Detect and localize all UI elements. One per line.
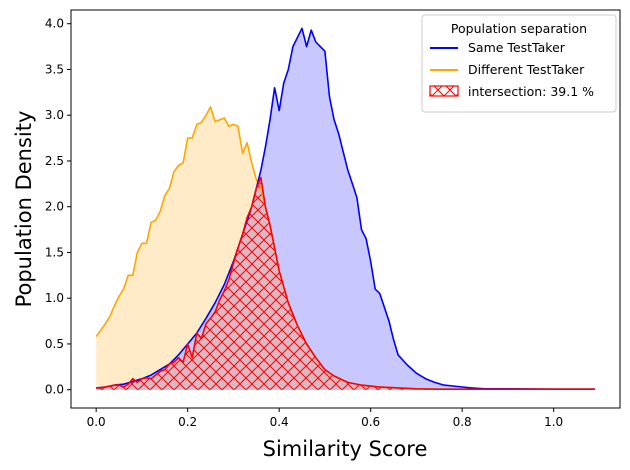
y-tick-label: 3.5 — [45, 62, 64, 76]
y-tick-label: 3.0 — [45, 108, 64, 122]
y-tick-label: 0.5 — [45, 337, 64, 351]
x-tick-label: 0.8 — [453, 415, 472, 429]
legend-box — [421, 14, 617, 113]
legend-label-same-testtaker: Same TestTaker — [468, 40, 566, 55]
y-tick-label: 1.5 — [45, 245, 64, 259]
y-tick-label: 2.0 — [45, 200, 64, 214]
x-tick-label: 0.0 — [87, 415, 106, 429]
legend-swatch-intersection — [429, 85, 459, 97]
line-intersection-39-1 — [96, 176, 595, 390]
x-tick-label: 0.4 — [270, 415, 289, 429]
plot-lines — [95, 27, 595, 390]
x-axis-ticks: 0.0 0.2 0.4 0.6 0.8 1.0 — [87, 408, 563, 429]
legend-label-intersection: intersection: 39.1 % — [468, 84, 594, 99]
x-axis-label: Similarity Score — [263, 437, 428, 461]
y-axis-ticks: 0.0 0.5 1.0 1.5 2.0 2.5 3.0 3.5 4.0 — [45, 17, 71, 397]
x-tick-label: 0.2 — [178, 415, 197, 429]
legend-label-different-testtaker: Different TestTaker — [468, 62, 585, 77]
x-tick-label: 1.0 — [544, 415, 563, 429]
y-tick-label: 1.0 — [45, 291, 64, 305]
legend-title: Population separation — [451, 21, 587, 36]
hatch-intersection-39-1 — [96, 177, 595, 390]
y-tick-label: 0.0 — [45, 383, 64, 397]
y-tick-label: 2.5 — [45, 154, 64, 168]
x-tick-label: 0.6 — [361, 415, 380, 429]
legend: Population separation Same TestTaker Dif… — [421, 14, 617, 113]
y-axis-label: Population Density — [12, 111, 36, 308]
plot-frame — [70, 9, 621, 409]
y-tick-label: 4.0 — [45, 17, 64, 31]
